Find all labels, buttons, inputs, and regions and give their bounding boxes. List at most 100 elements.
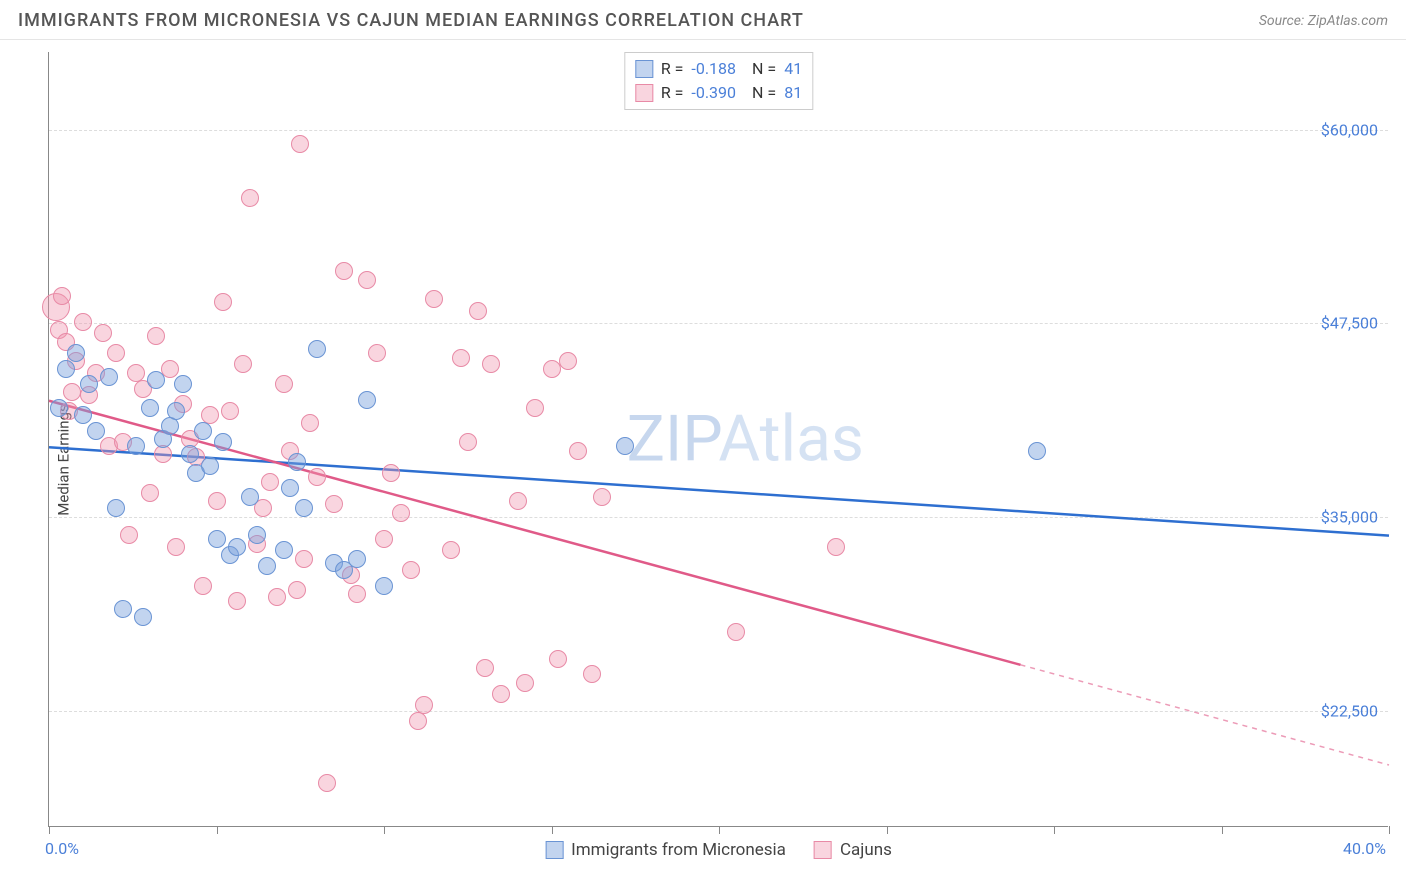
data-point-cajuns (74, 313, 92, 331)
data-point-cajuns (442, 541, 460, 559)
x-tick-mark (384, 826, 385, 834)
data-point-cajuns (409, 712, 427, 730)
data-point-micronesia (248, 526, 266, 544)
plot-area: ZIPAtlas R = -0.188 N = 41 R = -0.390 N … (48, 52, 1388, 827)
data-point-cajuns (358, 271, 376, 289)
data-point-micronesia (1028, 442, 1046, 460)
y-tick-label: $35,000 (1321, 508, 1378, 527)
r-value-micronesia: -0.188 (691, 57, 736, 81)
x-tick-mark (49, 826, 50, 834)
data-point-cajuns (469, 302, 487, 320)
watermark-atlas: Atlas (718, 402, 864, 477)
gridline (49, 711, 1388, 712)
data-point-cajuns (827, 538, 845, 556)
data-point-micronesia (80, 375, 98, 393)
data-point-cajuns (167, 538, 185, 556)
data-point-cajuns (549, 650, 567, 668)
data-point-micronesia (107, 499, 125, 517)
data-point-cajuns (368, 344, 386, 362)
watermark-zip: ZIP (627, 402, 719, 477)
data-point-cajuns (516, 674, 534, 692)
data-point-cajuns (214, 293, 232, 311)
data-point-cajuns (476, 659, 494, 677)
data-point-cajuns (318, 774, 336, 792)
legend-stats-row-2: R = -0.390 N = 81 (635, 81, 802, 105)
y-tick-label: $22,500 (1321, 701, 1378, 720)
data-point-cajuns (308, 468, 326, 486)
data-point-micronesia (348, 550, 366, 568)
data-point-cajuns (492, 685, 510, 703)
data-point-micronesia (67, 344, 85, 362)
data-point-cajuns (291, 135, 309, 153)
data-point-micronesia (161, 417, 179, 435)
data-point-micronesia (241, 488, 259, 506)
data-point-micronesia (281, 479, 299, 497)
x-tick-label: 40.0% (1343, 839, 1386, 858)
x-tick-mark (1222, 826, 1223, 834)
data-point-cajuns (120, 526, 138, 544)
chart-container: Median Earnings ZIPAtlas R = -0.188 N = … (0, 40, 1406, 880)
data-point-cajuns (94, 324, 112, 342)
data-point-cajuns (301, 414, 319, 432)
data-point-cajuns (375, 530, 393, 548)
legend-stats: R = -0.188 N = 41 R = -0.390 N = 81 (624, 52, 813, 110)
data-point-micronesia (181, 445, 199, 463)
data-point-cajuns (569, 442, 587, 460)
swatch-cajuns-icon (814, 841, 832, 859)
x-tick-mark (552, 826, 553, 834)
data-point-cajuns (583, 665, 601, 683)
data-point-micronesia (167, 402, 185, 420)
data-point-micronesia (201, 457, 219, 475)
data-point-cajuns (228, 592, 246, 610)
n-value-cajuns: 81 (784, 81, 802, 105)
legend-series: Immigrants from Micronesia Cajuns (545, 840, 892, 860)
data-point-cajuns (392, 504, 410, 522)
data-point-cajuns (208, 492, 226, 510)
data-point-micronesia (288, 453, 306, 471)
data-point-cajuns (154, 445, 172, 463)
data-point-micronesia (258, 557, 276, 575)
swatch-micronesia (635, 60, 653, 78)
data-point-cajuns (543, 360, 561, 378)
chart-title: IMMIGRANTS FROM MICRONESIA VS CAJUN MEDI… (18, 10, 804, 31)
data-point-cajuns (141, 484, 159, 502)
data-point-micronesia (174, 375, 192, 393)
data-point-cajuns (526, 399, 544, 417)
gridline (49, 130, 1388, 131)
data-point-micronesia (147, 371, 165, 389)
data-point-cajuns (402, 561, 420, 579)
source-credit: Source: ZipAtlas.com (1259, 13, 1388, 29)
data-point-cajuns (275, 375, 293, 393)
gridline (49, 517, 1388, 518)
data-point-micronesia (74, 406, 92, 424)
data-point-micronesia (358, 391, 376, 409)
data-point-micronesia (127, 437, 145, 455)
data-point-cajuns (382, 464, 400, 482)
data-point-cajuns (261, 473, 279, 491)
swatch-micronesia-icon (545, 841, 563, 859)
data-point-cajuns (295, 550, 313, 568)
swatch-cajuns (635, 84, 653, 102)
data-point-cajuns (509, 492, 527, 510)
legend-stats-row-1: R = -0.188 N = 41 (635, 57, 802, 81)
data-point-micronesia (208, 530, 226, 548)
legend-item-cajuns: Cajuns (814, 840, 892, 860)
n-value-micronesia: 41 (784, 57, 802, 81)
data-point-cajuns (234, 355, 252, 373)
data-point-micronesia (214, 433, 232, 451)
x-tick-mark (1389, 826, 1390, 834)
x-tick-mark (217, 826, 218, 834)
data-point-cajuns (335, 262, 353, 280)
data-point-cajuns (727, 623, 745, 641)
data-point-micronesia (616, 437, 634, 455)
data-point-micronesia (87, 422, 105, 440)
data-point-cajuns (53, 287, 71, 305)
chart-header: IMMIGRANTS FROM MICRONESIA VS CAJUN MEDI… (0, 0, 1406, 40)
data-point-micronesia (114, 600, 132, 618)
data-point-micronesia (228, 538, 246, 556)
x-tick-mark (1054, 826, 1055, 834)
data-point-micronesia (50, 399, 68, 417)
x-tick-label: 0.0% (45, 839, 79, 858)
data-point-micronesia (275, 541, 293, 559)
data-point-cajuns (221, 402, 239, 420)
